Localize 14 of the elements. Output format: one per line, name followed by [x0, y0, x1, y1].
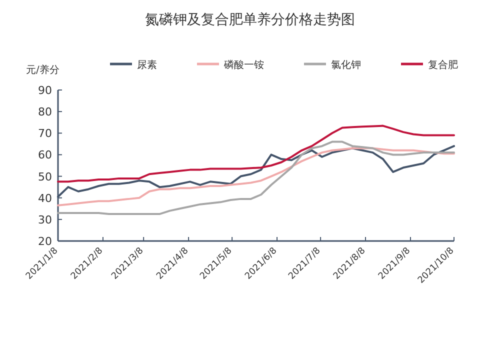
- y-tick-label: 50: [38, 170, 52, 184]
- y-tick-label: 40: [38, 192, 52, 205]
- y-tick-label: 20: [38, 235, 52, 248]
- legend-label: 复合肥: [428, 59, 458, 71]
- legend-label: 氯化钾: [331, 59, 361, 71]
- y-tick-label: 80: [38, 106, 52, 119]
- y-tick-label: 30: [38, 213, 52, 226]
- legend-label: 磷酸一铵: [223, 59, 264, 71]
- chart-title: 氮磷钾及复合肥单养分价格走势图: [145, 12, 355, 28]
- legend-label: 尿素: [137, 59, 157, 71]
- y-axis-title: 元/养分: [26, 64, 60, 76]
- y-tick-label: 70: [38, 127, 52, 140]
- y-tick-label: 90: [38, 84, 52, 97]
- y-tick-label: 60: [38, 148, 52, 162]
